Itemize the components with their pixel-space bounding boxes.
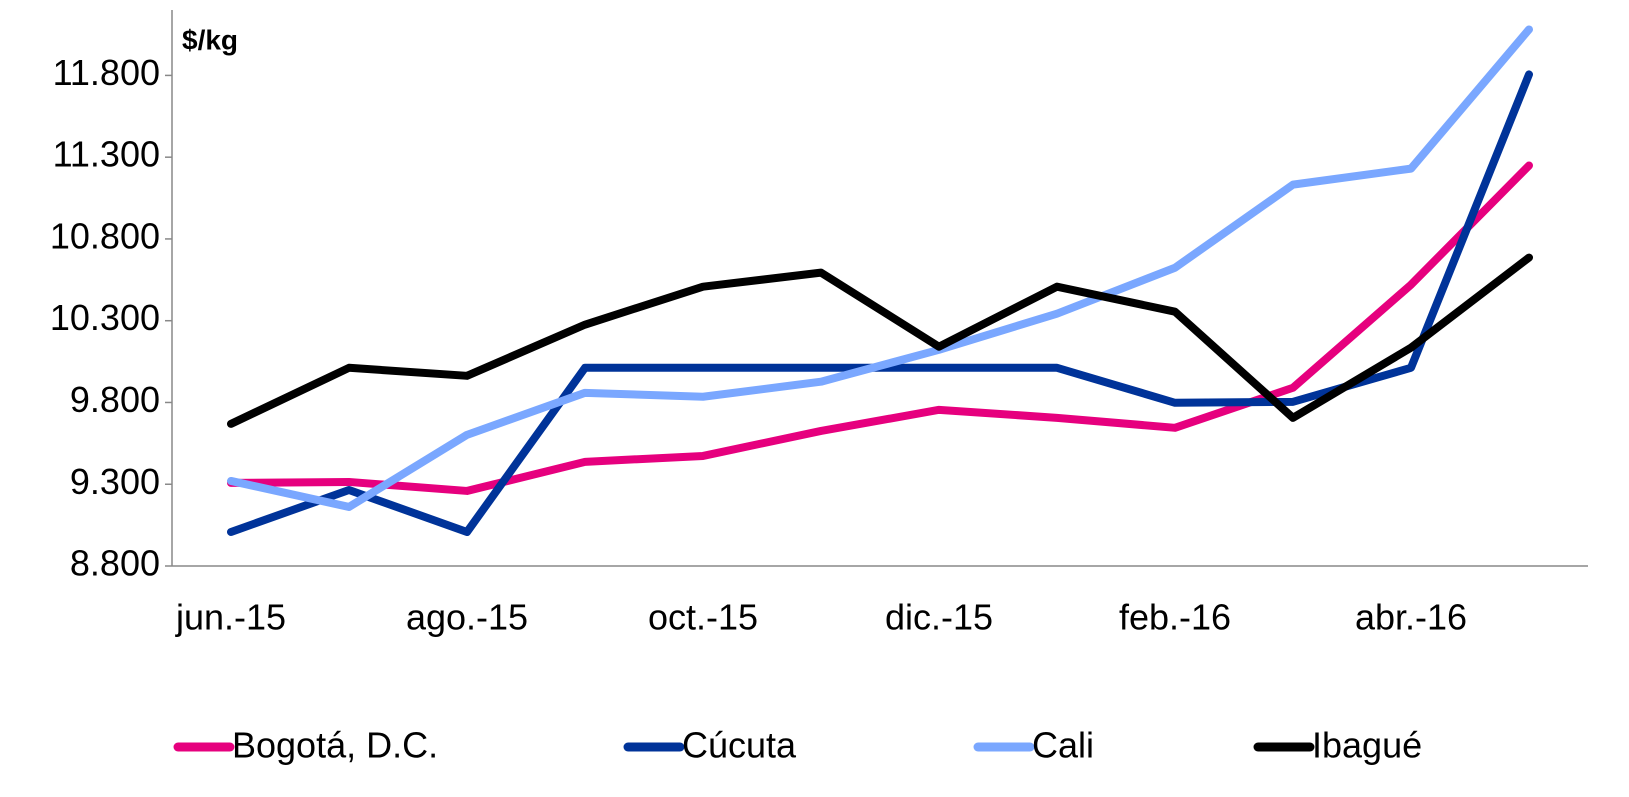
y-axis-label: $/kg xyxy=(182,24,238,55)
series-line xyxy=(227,253,1533,428)
x-tick-label: jun.-15 xyxy=(175,597,286,638)
legend-label: Cúcuta xyxy=(682,725,797,766)
legend-label: Cali xyxy=(1032,725,1094,766)
y-tick-label: 8.800 xyxy=(70,543,160,584)
y-tick-label: 9.300 xyxy=(70,461,160,502)
legend-label: Bogotá, D.C. xyxy=(232,725,438,766)
y-tick-label: 9.800 xyxy=(70,379,160,420)
series-line xyxy=(227,161,1533,495)
y-tick-label: 10.800 xyxy=(50,215,160,256)
x-tick-label: dic.-15 xyxy=(885,597,993,638)
y-tick-label: 11.800 xyxy=(53,52,160,93)
series-line xyxy=(227,25,1533,511)
x-tick-label: feb.-16 xyxy=(1119,597,1231,638)
x-tick-label: oct.-15 xyxy=(648,597,758,638)
y-tick-label: 10.300 xyxy=(50,297,160,338)
legend-label: Ibagué xyxy=(1312,725,1422,766)
y-tick-label: 11.300 xyxy=(53,134,160,175)
x-tick-label: abr.-16 xyxy=(1355,597,1467,638)
x-tick-label: ago.-15 xyxy=(406,597,528,638)
